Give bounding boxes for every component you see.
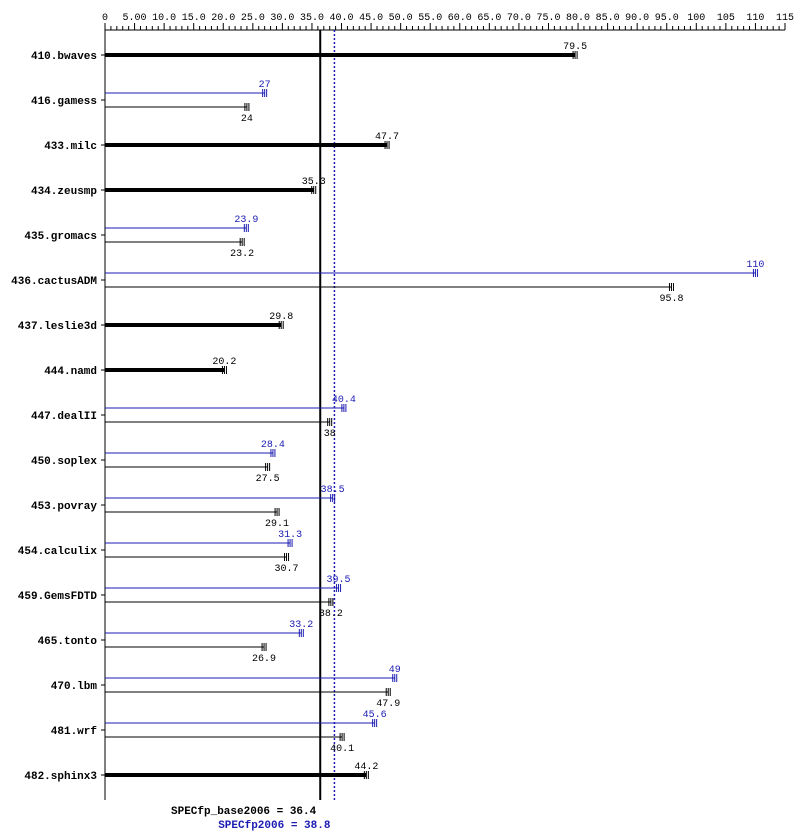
axis-tick-label: 85.0 [596, 13, 620, 24]
axis-tick-label: 105 [717, 13, 735, 24]
peak-value-label: 40.4 [332, 395, 356, 406]
axis-tick-label: 115 [776, 13, 794, 24]
peak-summary-label: SPECfp2006 = 38.8 [218, 820, 331, 831]
peak-value-label: 31.3 [278, 530, 302, 541]
axis-tick-label: 5.00 [123, 13, 147, 24]
base-value-label: 29.8 [269, 312, 293, 323]
base-value-label: 24 [241, 114, 253, 125]
axis-tick-label: 25.0 [241, 13, 265, 24]
axis-tick-label: 35.0 [300, 13, 324, 24]
peak-value-label: 28.4 [261, 440, 285, 451]
base-value-label: 20.2 [212, 357, 236, 368]
base-value-label: 38.2 [319, 609, 343, 620]
benchmark-label: 436.cactusADM [11, 276, 97, 288]
base-value-label: 29.1 [265, 519, 289, 530]
benchmark-label: 435.gromacs [24, 231, 97, 243]
base-summary-label: SPECfp_base2006 = 36.4 [171, 806, 317, 818]
base-value-label: 40.1 [330, 744, 354, 755]
base-value-label: 30.7 [275, 564, 299, 575]
benchmark-label: 459.GemsFDTD [18, 591, 98, 603]
axis-tick-label: 45.0 [359, 13, 383, 24]
benchmark-label: 465.tonto [38, 636, 98, 648]
axis-tick-label: 70.0 [507, 13, 531, 24]
spec-benchmark-chart: 0 5.00 10.0 15.0 20.0 25.0 30.0 35.0 40.0 45.0 50.… [0, 0, 799, 831]
base-value-label: 44.2 [354, 762, 378, 773]
axis-tick-label: 10.0 [152, 13, 176, 24]
axis-tick-label: 30.0 [270, 13, 294, 24]
base-value-label: 79.5 [563, 42, 587, 53]
base-value-label: 47.9 [376, 699, 400, 710]
base-value-label: 95.8 [659, 294, 683, 305]
base-value-label: 26.9 [252, 654, 276, 665]
axis-tick-label: 20.0 [211, 13, 235, 24]
base-value-label: 47.7 [375, 132, 399, 143]
axis-tick-label: 50.0 [389, 13, 413, 24]
base-value-label: 27.5 [256, 474, 280, 485]
peak-value-label: 33.2 [289, 620, 313, 631]
axis-tick-label: 40.0 [330, 13, 354, 24]
axis-tick-label: 80.0 [566, 13, 590, 24]
benchmark-label: 482.sphinx3 [24, 771, 97, 783]
benchmark-label: 470.lbm [51, 681, 98, 693]
peak-value-label: 49 [389, 665, 401, 676]
benchmark-label: 434.zeusmp [31, 186, 97, 198]
benchmark-label: 450.soplex [31, 456, 97, 468]
axis-tick-label: 15.0 [182, 13, 206, 24]
peak-value-label: 27 [259, 80, 271, 91]
base-value-label: 38 [324, 429, 336, 440]
benchmark-label: 416.gamess [31, 96, 97, 108]
benchmark-label: 437.leslie3d [18, 321, 97, 333]
benchmark-label: 444.namd [44, 366, 97, 378]
axis-tick-label: 95.0 [655, 13, 679, 24]
benchmark-label: 454.calculix [18, 546, 98, 558]
peak-value-label: 23.9 [234, 215, 258, 226]
base-value-label: 23.2 [230, 249, 254, 260]
peak-value-label: 110 [746, 260, 764, 271]
axis-tick-label: 90.0 [625, 13, 649, 24]
benchmark-label: 447.dealII [31, 411, 97, 423]
benchmark-label: 433.milc [44, 141, 97, 153]
benchmark-label: 453.povray [31, 501, 97, 513]
axis-tick-label: 60.0 [448, 13, 472, 24]
peak-value-label: 39.5 [327, 575, 351, 586]
axis-tick-label: 75.0 [536, 13, 560, 24]
peak-value-label: 45.6 [363, 710, 387, 721]
benchmark-label: 410.bwaves [31, 51, 97, 63]
axis-tick-label: 0 [102, 13, 108, 24]
base-value-label: 35.3 [302, 177, 326, 188]
peak-value-label: 38.5 [321, 485, 345, 496]
axis-tick-label: 100 [687, 13, 705, 24]
benchmark-label: 481.wrf [51, 726, 98, 738]
axis-tick-label: 110 [746, 13, 764, 24]
axis-tick-label: 65.0 [477, 13, 501, 24]
axis-tick-label: 55.0 [418, 13, 442, 24]
